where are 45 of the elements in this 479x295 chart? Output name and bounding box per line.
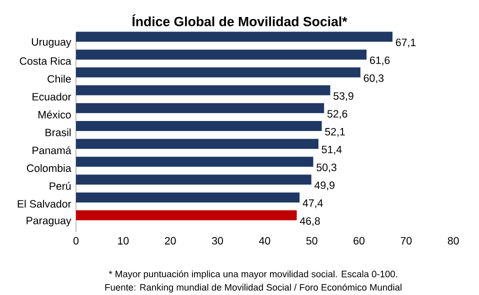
data-label: 52,6 [327, 110, 348, 119]
y-tick-label: Panamá [32, 146, 72, 154]
y-tick-label: México [38, 110, 71, 118]
x-tick-label: 40 [259, 237, 270, 245]
y-tick-label: Ecuador [32, 92, 72, 101]
bar [76, 32, 392, 42]
chart-title: Índice Global de Movilidad Social* [132, 14, 348, 26]
data-label: 51,4 [322, 146, 342, 155]
bar [76, 67, 360, 78]
data-label: 53,9 [334, 92, 354, 102]
text: * Mayor puntuación implica una mayor movilidad social. Escala 0-100. [108, 270, 398, 280]
x-tick-label: 10 [118, 237, 129, 245]
bar [76, 103, 324, 114]
bar [76, 138, 318, 149]
y-tick-label: Colombia [26, 164, 72, 172]
source-note: Fuente: Ranking mundial de Movilidad Social / Foro Económico Mundial [105, 284, 402, 292]
x-tick-label: 0 [73, 237, 79, 245]
bar [76, 156, 314, 167]
data-label: 50,3 [316, 164, 336, 172]
data-label: 52,1 [325, 128, 345, 137]
data-label: 49,9 [314, 182, 334, 190]
y-tick-label: Brasil [46, 128, 71, 136]
bar [76, 210, 297, 220]
bar [76, 85, 330, 96]
bar [76, 174, 312, 185]
data-label: 60,3 [364, 74, 384, 84]
data-label: 61,6 [370, 56, 390, 66]
bar [76, 192, 300, 202]
y-tick-label: Paraguay [26, 216, 72, 226]
data-label: 67,1 [396, 38, 416, 48]
x-tick-label: 50 [306, 237, 318, 245]
x-tick-label: 80 [448, 237, 459, 245]
data-label: 46,8 [300, 217, 320, 226]
y-tick-label: Chile [48, 74, 71, 83]
x-tick-label: 30 [212, 237, 223, 245]
x-tick-label: 20 [164, 237, 176, 245]
bar [76, 50, 367, 60]
y-tick-label: Perú [50, 182, 71, 190]
y-tick-label: Uruguay [32, 38, 72, 48]
bar [76, 121, 322, 132]
y-tick-label: El Salvador [18, 200, 72, 208]
data-label: 47,4 [302, 199, 323, 208]
y-tick-label: Costa Rica [20, 56, 72, 65]
x-tick-label: 60 [354, 237, 364, 245]
x-tick-label: 70 [400, 237, 412, 245]
